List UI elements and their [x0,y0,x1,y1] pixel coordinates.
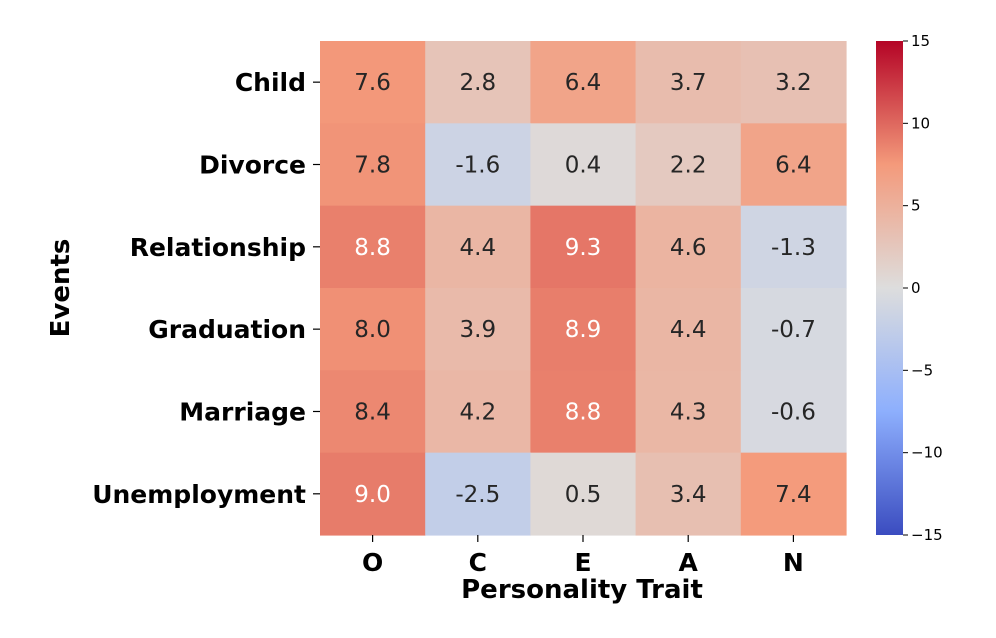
heatmap-cell-divorce-n [740,123,847,207]
y-tick-label-graduation: Graduation [148,315,306,344]
cell-value-label: 0.4 [565,153,602,179]
cell-value-label: 2.8 [460,70,497,96]
x-axis-title: Personality Trait [461,575,703,605]
heatmap-cell-divorce-o [320,123,426,207]
heatmap-cell-child-c [425,41,531,124]
heatmap-cell-unemployment-o [320,452,426,536]
colorbar-tick-label: −10 [911,444,943,462]
heatmap-cell-marriage-a [635,370,742,454]
y-tick-label-marriage: Marriage [179,397,306,426]
cell-value-label: 3.7 [670,70,707,96]
heatmap-cell-graduation-a [635,287,742,371]
heatmap-cell-marriage-c [425,370,531,454]
heatmap-cell-unemployment-n [740,452,847,536]
cell-value-label: 6.4 [775,153,812,179]
cell-value-label: 7.4 [775,482,812,508]
cell-value-label: 4.6 [670,235,707,261]
heatmap-cell-unemployment-c [425,452,531,536]
cell-value-label: 8.0 [354,317,391,343]
heatmap-cell-graduation-c [425,287,531,371]
y-tick-label-unemployment: Unemployment [92,480,306,509]
colorbar: 15 10 5 0 −5 −10 −15 [876,32,943,544]
cell-value-label: -0.7 [771,317,816,343]
cell-value-label: 4.3 [670,399,707,425]
heatmap-cells: 7.6 2.8 6.4 3.7 3.2 7.8 -1.6 0.4 2.2 6.4 8.8 4.4 9.3… [320,41,847,536]
heatmap-cell-relationship-c [425,205,531,289]
cell-value-label: 3.4 [670,482,707,508]
x-tick-label-o: O [362,548,383,577]
cell-value-label: 8.8 [354,235,391,261]
cell-value-label: 3.2 [775,70,812,96]
y-tick-label-child: Child [235,68,306,97]
heatmap-cell-relationship-a [635,205,742,289]
cell-value-label: -1.3 [771,235,816,261]
cell-value-label: -1.6 [455,153,500,179]
heatmap-cell-marriage-n [740,370,847,454]
heatmap-cell-child-a [635,41,742,124]
heatmap-cell-unemployment-e [530,452,637,536]
cell-value-label: -0.6 [771,399,816,425]
y-axis: Child Divorce Relationship Graduation Marria… [92,68,320,509]
x-tick-label-e: E [574,548,591,577]
cell-value-label: 0.5 [565,482,602,508]
colorbar-tick-label: −15 [911,526,943,544]
heatmap-cell-relationship-n [740,205,847,289]
cell-value-label: 2.2 [670,153,707,179]
heatmap-cell-graduation-o [320,287,426,371]
heatmap-cell-unemployment-a [635,452,742,536]
heatmap-cell-relationship-o [320,205,426,289]
cell-value-label: 9.3 [565,235,602,261]
y-axis-title: Events [46,239,76,338]
colorbar-tick-label: 5 [911,197,921,215]
y-tick-label-relationship: Relationship [130,233,306,262]
cell-value-label: -2.5 [455,482,500,508]
x-tick-label-n: N [783,548,804,577]
colorbar-tick-label: −5 [911,361,933,379]
heatmap-cell-divorce-a [635,123,742,207]
heatmap-cell-child-o [320,41,426,124]
x-tick-label-c: C [469,548,487,577]
heatmap-cell-child-e [530,41,637,124]
cell-value-label: 4.4 [460,235,497,261]
cell-value-label: 7.6 [354,70,391,96]
y-tick-label-divorce: Divorce [199,151,306,180]
colorbar-tick-label: 10 [911,114,930,132]
heatmap-cell-divorce-e [530,123,637,207]
cell-value-label: 8.4 [354,399,391,425]
heatmap-cell-relationship-e [530,205,637,289]
colorbar-tick-label: 15 [911,32,930,50]
cell-value-label: 9.0 [354,482,391,508]
cell-value-label: 6.4 [565,70,602,96]
heatmap-cell-graduation-n [740,287,847,371]
cell-value-label: 4.4 [670,317,707,343]
cell-value-label: 7.8 [354,153,391,179]
cell-value-label: 3.9 [460,317,497,343]
heatmap-cell-divorce-c [425,123,531,207]
heatmap-cell-marriage-o [320,370,426,454]
colorbar-tick-label: 0 [911,279,921,297]
colorbar-gradient [876,41,903,535]
cell-value-label: 4.2 [460,399,497,425]
x-tick-label-a: A [679,548,699,577]
cell-value-label: 8.9 [565,317,602,343]
cell-value-label: 8.8 [565,399,602,425]
heatmap-cell-marriage-e [530,370,637,454]
heatmap-cell-child-n [740,41,847,124]
heatmap-cell-graduation-e [530,287,637,371]
